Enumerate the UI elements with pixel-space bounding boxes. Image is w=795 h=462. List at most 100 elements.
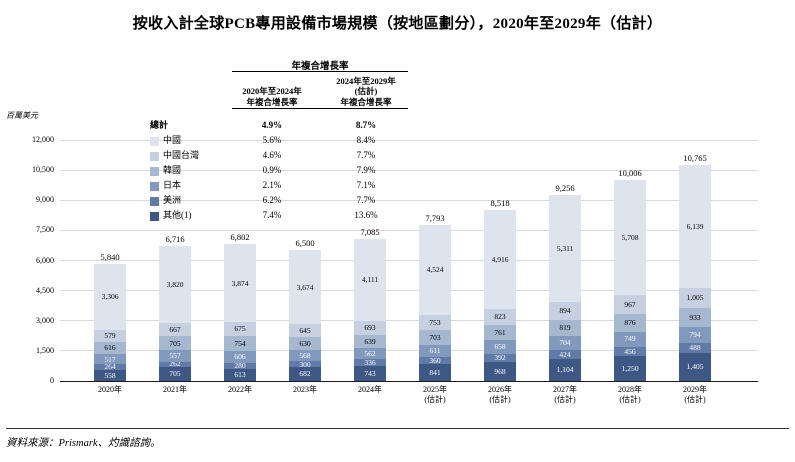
bar-segment: 630 [289,337,321,350]
bar-segment-value: 968 [494,366,506,376]
cagr-table-rule-top [232,71,408,72]
bar-segment-value: 658 [494,342,506,352]
bar-segment-value: 558 [104,370,116,380]
bar-segment: 264 [94,363,126,370]
y-tick-label: 3,000 [36,315,54,325]
bar-segment-value: 3,820 [166,279,184,289]
bar-segment: 3,874 [224,244,256,323]
bar-segment-value: 616 [104,343,116,353]
bar-segment: 639 [354,335,386,349]
bar-segment-value: 488 [689,343,701,353]
cagr-col2-line1: 2024年至2029年 [336,75,396,86]
bar-segment: 456 [614,346,646,356]
legend-swatch [150,182,159,191]
bar-segment: 761 [484,325,516,341]
bar-segment-value: 262 [169,359,181,369]
cagr-value-2024-2029: 8.7% [355,120,377,130]
bar-total-label: 5,840 [100,251,120,262]
bar-segment: 558 [94,369,126,381]
cagr-value-2024-2029: 7.7% [356,150,376,160]
x-tick-label: 2026年 (估計) [468,385,532,404]
bar-total-label: 7,085 [360,226,380,237]
bar-segment-value: 336 [364,357,376,367]
bar-segment: 794 [679,327,711,343]
bar-segment-value: 705 [169,338,181,348]
bar-segment-value: 705 [169,369,181,379]
gridline [60,229,758,231]
bar-segment: 3,820 [159,246,191,323]
legend-swatch [150,167,159,176]
y-tick-label: 7,500 [36,225,54,235]
bar-segment-value: 300 [299,359,311,369]
bar-segment-value: 667 [169,324,181,334]
x-tick-label: 2021年 [143,385,207,395]
bar-segment-value: 704 [559,338,571,348]
x-tick-line: (估計) [619,394,641,404]
bar-segment: 616 [94,341,126,355]
bar-segment: 5,708 [614,180,646,295]
cagr-value-2024-2029: 7.1% [356,180,376,190]
legend-label: 美洲 [163,195,182,205]
bar-segment-value: 703 [429,332,441,342]
bar-segment: 894 [549,301,581,320]
bar-segment: 4,916 [484,209,516,309]
x-tick-line: 2028年 [618,385,642,394]
bar-segment: 5,311 [549,195,581,302]
bar-segment: 568 [289,349,321,362]
x-tick-line: 2026年 [488,385,512,394]
x-tick-line: 2020年 [98,385,122,394]
x-tick-label: 2024年 [338,385,402,395]
bar-segment-value: 1,005 [686,293,704,303]
bar-segment-value: 360 [429,355,441,365]
cagr-value-2024-2029: 8.4% [356,135,376,145]
cagr-value-2020-2024: 4.6% [262,150,282,160]
bar-segment-value: 819 [559,323,571,333]
legend-swatch [150,197,159,206]
legend-label: 中國台灣 [163,150,200,160]
bar-segment: 682 [289,367,321,381]
bar-segment-value: 1,405 [686,362,704,372]
x-tick-line: (估計) [554,394,576,404]
bar-segment-value: 606 [234,352,246,362]
bar-segment: 645 [289,324,321,338]
x-tick-line: 2021年 [163,385,187,394]
legend-total-label: 總計 [150,120,169,130]
bar-segment-value: 743 [364,368,376,378]
bar-segment-value: 613 [234,370,246,380]
legend-swatch [150,137,159,146]
cagr-col2-line2: (估計) [354,86,378,96]
bar-segment-value: 639 [364,336,376,346]
bar-segment-value: 568 [299,350,311,360]
cagr-value-2020-2024: 2.1% [262,180,282,190]
bar-segment: 967 [614,294,646,315]
bar-total-label: 6,716 [165,234,185,245]
bar-segment: 754 [224,335,256,351]
bar-segment: 4,111 [354,238,386,322]
cagr-value-2020-2024: 0.9% [262,165,282,175]
bar-segment: 704 [549,336,581,351]
bar-segment-value: 280 [234,361,246,371]
bar-segment-value: 1,104 [556,365,574,375]
x-tick-label: 2028年 (估計) [598,385,662,404]
cagr-col2-line3: 年複合增長率 [340,96,392,107]
bar-segment-value: 517 [104,354,116,364]
cagr-col1-line2: 年複合增長率 [246,96,298,107]
bar-segment-value: 876 [624,318,636,328]
y-axis-unit-label: 百萬美元 [6,111,38,120]
bar-total-label: 6,802 [230,232,250,243]
x-tick-line: 2027年 [553,385,577,394]
x-tick-label: 2025年 (估計) [403,385,467,404]
legend-label: 其他(1) [163,210,192,220]
bar-segment-value: 967 [624,299,636,309]
legend-label: 中國 [163,135,182,145]
bar-segment: 753 [419,315,451,331]
gridline [60,350,758,352]
x-tick-line: 2022年 [228,385,252,394]
x-tick-line: 2029年 [683,385,707,394]
y-tick-label: 4,500 [36,285,54,295]
gridline [60,320,758,322]
bar-segment-value: 392 [494,352,506,362]
bar-segment-value: 611 [429,345,441,355]
bar-segment: 424 [549,350,581,359]
